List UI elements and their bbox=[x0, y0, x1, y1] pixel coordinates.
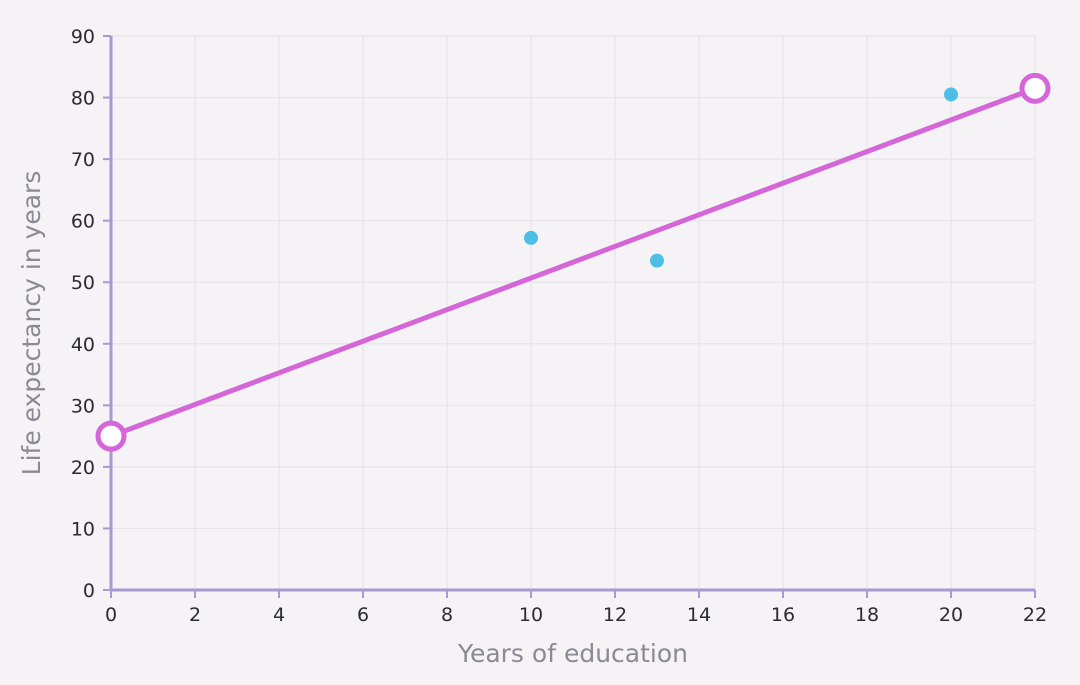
y-tick-label-0: 0 bbox=[83, 580, 95, 602]
x-tick-label-2: 2 bbox=[189, 604, 201, 626]
y-tick-label-80: 80 bbox=[71, 88, 95, 110]
y-tick-label-70: 70 bbox=[71, 149, 95, 171]
x-axis-title: Years of education bbox=[457, 639, 688, 668]
x-tick-label-16: 16 bbox=[771, 604, 795, 626]
x-tick-label-18: 18 bbox=[855, 604, 879, 626]
y-tick-label-90: 90 bbox=[71, 26, 95, 48]
x-tick-label-22: 22 bbox=[1023, 604, 1047, 626]
x-tick-label-14: 14 bbox=[687, 604, 711, 626]
x-tick-labels: 0 2 4 6 8 10 12 14 16 18 20 22 bbox=[105, 590, 1047, 626]
x-tick-label-4: 4 bbox=[273, 604, 285, 626]
x-tick-label-8: 8 bbox=[441, 604, 453, 626]
data-point-2 bbox=[944, 87, 958, 102]
x-tick-label-12: 12 bbox=[603, 604, 627, 626]
axes bbox=[109, 36, 1035, 592]
series bbox=[95, 72, 1051, 452]
grid bbox=[111, 35, 1036, 590]
y-tick-label-40: 40 bbox=[71, 334, 95, 356]
x-tick-label-20: 20 bbox=[939, 604, 963, 626]
x-tick-label-6: 6 bbox=[357, 604, 369, 626]
y-tick-label-30: 30 bbox=[71, 395, 95, 417]
line-handle-0[interactable] bbox=[95, 420, 127, 452]
y-tick-label-50: 50 bbox=[71, 272, 95, 294]
y-tick-label-60: 60 bbox=[71, 211, 95, 233]
y-axis-title: Life expectancy in years bbox=[17, 171, 46, 476]
y-tick-label-20: 20 bbox=[71, 457, 95, 479]
y-tick-label-10: 10 bbox=[71, 518, 95, 540]
line-handle-1[interactable] bbox=[1019, 72, 1051, 104]
x-tick-label-10: 10 bbox=[519, 604, 543, 626]
data-point-1 bbox=[650, 253, 664, 268]
x-tick-label-0: 0 bbox=[105, 604, 117, 626]
data-point-0 bbox=[524, 230, 538, 245]
regression-line bbox=[108, 85, 1038, 439]
y-tick-labels: 0 10 20 30 40 50 60 70 80 90 bbox=[71, 26, 111, 602]
